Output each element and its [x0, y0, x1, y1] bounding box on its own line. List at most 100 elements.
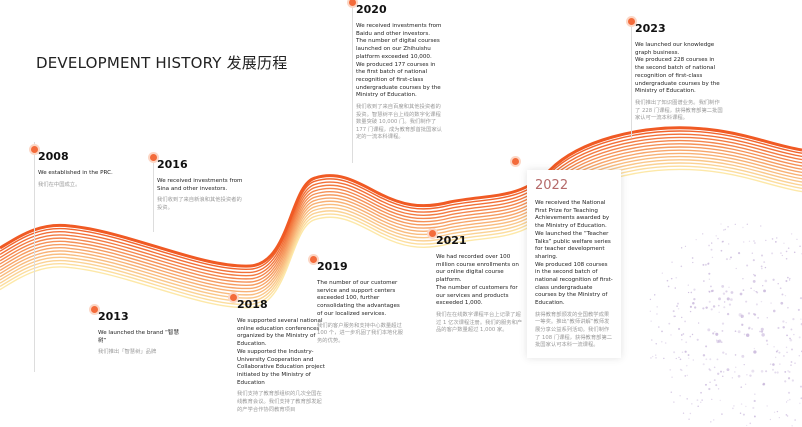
- decor-dot: [766, 405, 768, 407]
- event-description-zh: 我们的客户服务和支持中心数量超过 100 个，进一步巩固了我们本地化服务的优势。: [317, 322, 403, 344]
- decor-dot: [753, 399, 756, 403]
- decor-dot: [687, 284, 689, 286]
- wave-line: [0, 139, 802, 280]
- decor-dot: [745, 405, 747, 408]
- decor-dot: [765, 339, 768, 342]
- decor-dot: [764, 266, 767, 269]
- decor-dot: [756, 291, 759, 294]
- decor-dot: [755, 303, 758, 306]
- decor-dot: [790, 364, 792, 366]
- decor-dot: [716, 358, 719, 361]
- decor-dot: [796, 238, 798, 241]
- wave-line: [0, 126, 802, 268]
- decor-dot: [799, 297, 802, 300]
- decor-dot: [650, 339, 653, 341]
- decor-dot: [751, 328, 753, 330]
- decor-dot: [700, 391, 702, 394]
- wave-line: [0, 168, 802, 309]
- decor-dot: [785, 321, 787, 324]
- decor-dot: [791, 348, 793, 351]
- decor-dot: [718, 297, 721, 301]
- decor-dot: [710, 421, 712, 423]
- decor-dot: [726, 297, 730, 301]
- decor-dot: [712, 332, 715, 335]
- event-year: 2022: [535, 178, 569, 193]
- decor-dot: [739, 412, 742, 415]
- decor-dot: [769, 418, 772, 421]
- decor-dot: [675, 357, 677, 360]
- decor-dot: [726, 312, 730, 316]
- decor-dot: [800, 318, 802, 320]
- decor-dot: [730, 256, 732, 259]
- decor-dot: [708, 300, 711, 303]
- decor-dot: [742, 241, 745, 243]
- decor-dot: [713, 366, 716, 369]
- decor-dot: [746, 223, 748, 225]
- decor-dot: [729, 258, 731, 260]
- decor-dot: [684, 375, 687, 377]
- decor-dot: [752, 280, 756, 283]
- event-description-en: We had recorded over 100 million course …: [436, 254, 519, 307]
- wave-line: [0, 146, 802, 286]
- decor-dot: [708, 387, 711, 391]
- decor-dot: [708, 272, 711, 275]
- decor-dot: [754, 393, 756, 395]
- decor-dot: [684, 320, 687, 323]
- decor-dot: [753, 240, 755, 242]
- wave-line: [0, 133, 802, 274]
- decor-dot: [725, 258, 728, 261]
- decor-dot: [717, 372, 720, 375]
- decor-dot: [786, 334, 788, 337]
- decor-dot: [772, 278, 775, 281]
- decor-dot: [693, 288, 696, 291]
- decor-dot: [742, 226, 744, 229]
- decor-dot: [679, 368, 682, 371]
- decor-dot: [739, 292, 743, 296]
- wave-line: [0, 155, 802, 296]
- decor-dot: [680, 265, 683, 268]
- decor-dot: [765, 370, 768, 373]
- event-description-zh: 获得教育部颁发的全国教学成果一等奖。推出“教师讲解”教师发展分享公益系列活动。我…: [535, 311, 613, 349]
- wave-line: [0, 159, 802, 299]
- decor-dot: [762, 285, 764, 287]
- decor-dot: [723, 306, 726, 309]
- decor-dot: [674, 315, 676, 318]
- decor-dot: [762, 382, 766, 386]
- event-description-en: We supported several national online edu…: [237, 318, 325, 386]
- decor-dot: [680, 334, 683, 336]
- decor-dot: [787, 370, 789, 372]
- timeline-dot-icon: [349, 0, 356, 6]
- decor-dot: [751, 369, 755, 373]
- timeline-event-2022: 2022 We received the National First Priz…: [512, 158, 621, 358]
- decor-dot: [724, 228, 726, 231]
- decor-dot: [789, 337, 791, 340]
- decor-dot: [680, 247, 683, 249]
- decor-dot: [728, 286, 730, 288]
- decor-dot: [734, 223, 736, 225]
- decor-dot: [684, 350, 687, 353]
- decor-dot: [711, 398, 713, 401]
- decor-dot: [776, 237, 778, 239]
- decor-dot: [658, 326, 660, 328]
- decor-dot: [764, 279, 768, 283]
- decor-dot: [790, 233, 793, 235]
- decor-dot: [720, 249, 723, 252]
- decor-dot: [787, 377, 791, 380]
- timeline-dot-icon: [31, 146, 38, 153]
- decor-dot: [774, 356, 777, 359]
- decor-dot: [766, 317, 768, 319]
- decor-dot: [788, 398, 791, 401]
- decor-dot: [712, 305, 716, 308]
- event-description-zh: 我们收到了来自百度和其他投资者的投资。智慧树平台上线的数字化课程数量突破 10,…: [356, 104, 442, 141]
- decor-dot: [670, 334, 672, 336]
- decor-dot: [668, 322, 671, 325]
- decor-dot: [708, 278, 711, 280]
- wave-line: [0, 165, 802, 306]
- decor-dot: [722, 292, 726, 295]
- decor-dot: [689, 310, 692, 313]
- decor-dot: [791, 425, 793, 427]
- decor-dot: [777, 283, 779, 285]
- decor-dot: [702, 363, 705, 366]
- decor-dot: [753, 415, 756, 418]
